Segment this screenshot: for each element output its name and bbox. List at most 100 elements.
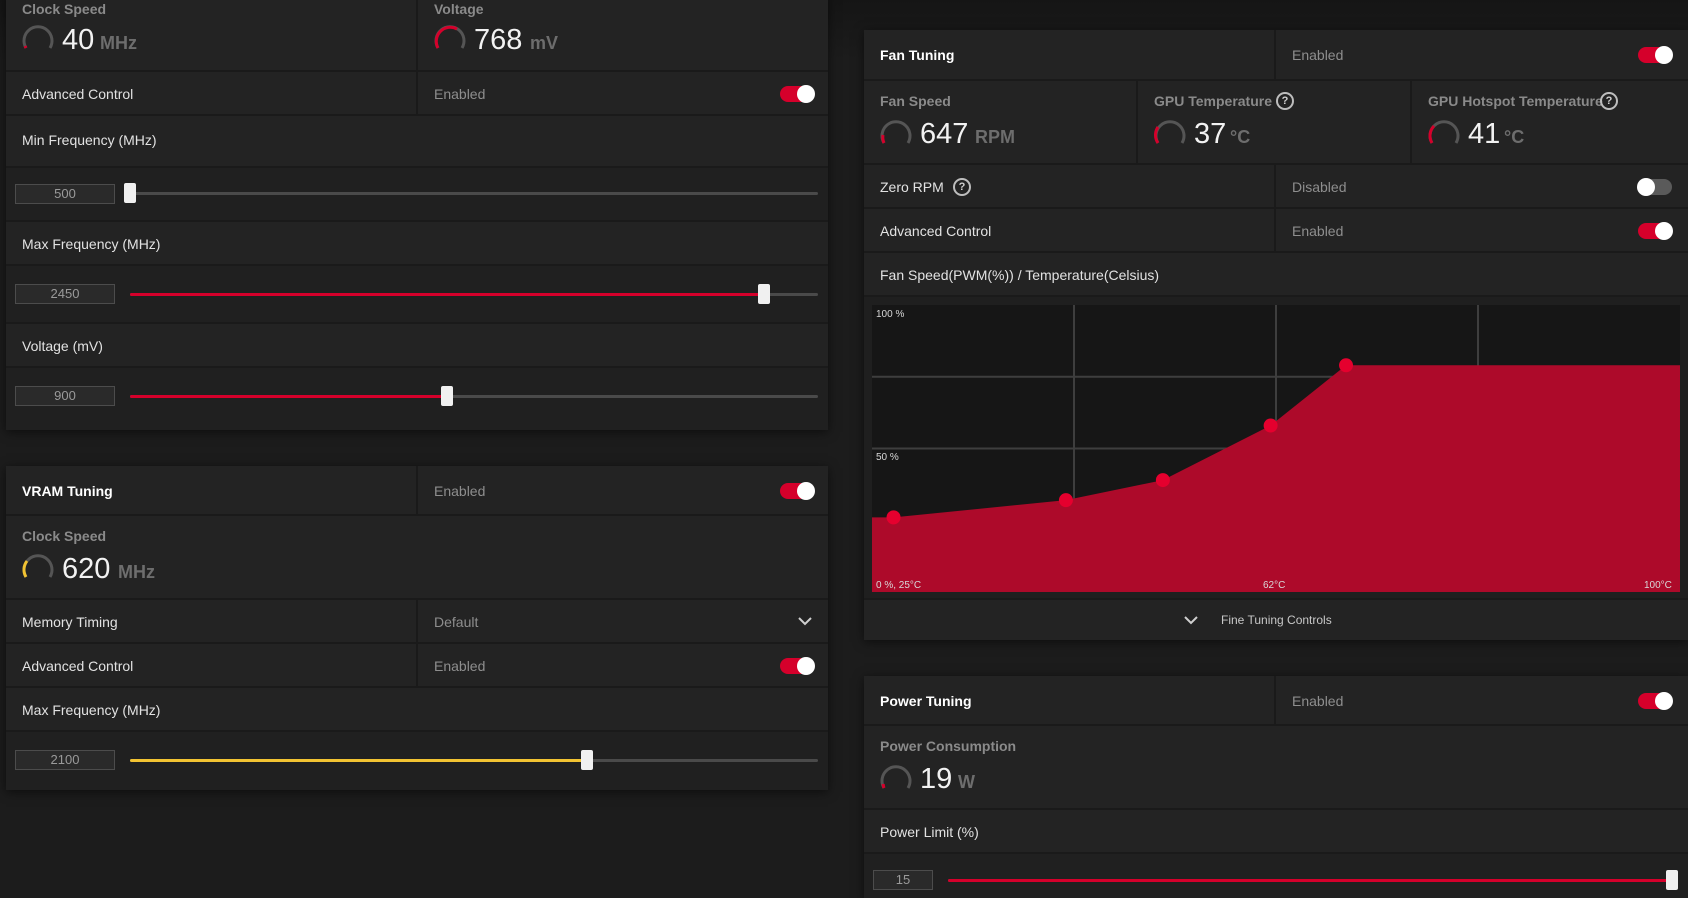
- gpu-advanced-control-state: Enabled: [434, 86, 486, 102]
- power-tuning-toggle[interactable]: [1638, 692, 1673, 710]
- power-limit-label: Power Limit (%): [880, 824, 979, 840]
- vram-tuning-state: Enabled: [434, 483, 486, 499]
- zero-rpm-toggle[interactable]: [1637, 178, 1672, 196]
- voltage-slider[interactable]: [130, 386, 818, 406]
- gpu-advanced-control-label: Advanced Control: [22, 86, 134, 102]
- voltage-input[interactable]: 900: [15, 386, 115, 406]
- help-icon[interactable]: ?: [1600, 92, 1618, 110]
- voltage-unit: mV: [530, 33, 559, 53]
- slider-thumb[interactable]: [441, 386, 454, 406]
- vram-max-frequency-input[interactable]: 2100: [15, 750, 115, 770]
- power-header-row: Power Tuning Enabled: [864, 676, 1688, 726]
- fan-tuning-title: Fan Tuning: [880, 47, 955, 63]
- fan-curve-point-1[interactable]: [886, 510, 901, 525]
- gpu-advanced-control-toggle[interactable]: [780, 85, 815, 103]
- vram-advanced-control-label: Advanced Control: [22, 658, 134, 674]
- memory-timing-dropdown[interactable]: Default: [418, 600, 828, 642]
- vram-clock-speed-value: 620: [62, 553, 111, 585]
- clock-speed-metric: Clock Speed 40 MHz: [6, 0, 416, 70]
- voltage-gauge-icon: [434, 25, 466, 49]
- hotspot-temperature-value: 41: [1468, 118, 1501, 150]
- fan-advanced-control-label: Advanced Control: [880, 223, 992, 239]
- fan-tuning-toggle[interactable]: [1638, 46, 1673, 64]
- gpu-temperature-title: GPU Temperature: [1154, 93, 1272, 109]
- power-tuning-state: Enabled: [1292, 693, 1344, 709]
- gpu-temperature-metric: GPU Temperature ? 37 °C: [1138, 81, 1410, 163]
- vram-max-frequency-slider-row: 2100: [6, 732, 828, 790]
- hotspot-temperature-gauge-icon: [1428, 120, 1460, 144]
- vram-tuning-title: VRAM Tuning: [22, 483, 113, 499]
- slider-thumb[interactable]: [757, 284, 770, 304]
- max-frequency-label: Max Frequency (MHz): [22, 236, 161, 252]
- fan-curve-point-4[interactable]: [1263, 418, 1278, 433]
- divider: [1274, 30, 1276, 79]
- fan-advanced-control-row: Advanced Control Enabled: [864, 209, 1688, 253]
- divider: [416, 600, 418, 642]
- x-axis-mid-label: 62°C: [1263, 580, 1286, 591]
- clock-speed-gauge-icon: [22, 25, 54, 49]
- vram-clock-speed-unit: MHz: [118, 562, 155, 582]
- power-limit-slider-row: 15: [864, 854, 1688, 898]
- chevron-down-icon: [1184, 616, 1198, 625]
- min-frequency-label: Min Frequency (MHz): [22, 132, 157, 148]
- fan-speed-metric: Fan Speed 647 RPM: [864, 81, 1136, 163]
- vram-tuning-toggle[interactable]: [780, 482, 815, 500]
- power-limit-label-row: Power Limit (%): [864, 810, 1688, 854]
- zero-rpm-label: Zero RPM: [880, 179, 944, 195]
- fan-metrics-row: Fan Speed 647 RPM GPU Temperature ? 37 °…: [864, 81, 1688, 165]
- vram-tuning-panel: VRAM Tuning Enabled Clock Speed 620 MHz …: [6, 466, 828, 790]
- power-limit-slider[interactable]: [948, 870, 1678, 890]
- fan-speed-value: 647: [920, 118, 969, 150]
- slider-thumb[interactable]: [1666, 870, 1678, 890]
- y-axis-top-label: 100 %: [876, 309, 905, 320]
- max-frequency-input[interactable]: 2450: [15, 284, 115, 304]
- fan-curve-point-3[interactable]: [1155, 473, 1170, 488]
- power-tuning-panel: Power Tuning Enabled Power Consumption 1…: [864, 676, 1688, 898]
- max-frequency-slider[interactable]: [130, 284, 818, 304]
- fan-advanced-control-toggle[interactable]: [1638, 222, 1673, 240]
- fan-curve-chart[interactable]: [864, 297, 1688, 600]
- gpu-metrics-row: Clock Speed 40 MHz Voltage 768 mV: [6, 0, 828, 72]
- fan-curve-point-2[interactable]: [1058, 493, 1073, 508]
- fan-curve-title-row: Fan Speed(PWM(%)) / Temperature(Celsius): [864, 253, 1688, 297]
- zero-rpm-state: Disabled: [1292, 179, 1347, 195]
- voltage-label-row: Voltage (mV): [6, 324, 828, 368]
- divider: [1274, 676, 1276, 724]
- slider-thumb[interactable]: [580, 750, 593, 770]
- divider: [1274, 209, 1276, 251]
- x-axis-max-label: 100°C: [1644, 580, 1672, 591]
- max-frequency-slider-row: 2450: [6, 266, 828, 324]
- gpu-advanced-control-row: Advanced Control Enabled: [6, 72, 828, 116]
- gpu-temperature-value: 37: [1194, 118, 1227, 150]
- clock-speed-value: 40: [62, 24, 95, 56]
- fan-curve-chart-row: 100 % 50 % 0 %, 25°C 62°C 100°C: [864, 297, 1688, 600]
- fan-curve-point-5[interactable]: [1339, 358, 1354, 373]
- min-frequency-input[interactable]: 500: [15, 184, 115, 204]
- memory-timing-label: Memory Timing: [22, 614, 118, 630]
- power-limit-input[interactable]: 15: [873, 870, 933, 890]
- vram-advanced-control-row: Advanced Control Enabled: [6, 644, 828, 688]
- power-consumption-gauge-icon: [880, 765, 912, 789]
- power-consumption-unit: W: [958, 772, 975, 792]
- divider: [416, 72, 418, 114]
- vram-advanced-control-toggle[interactable]: [780, 657, 815, 675]
- voltage-metric: Voltage 768 mV: [418, 0, 828, 70]
- fine-tuning-controls-label[interactable]: Fine Tuning Controls: [1221, 613, 1332, 627]
- fine-tuning-row[interactable]: Fine Tuning Controls: [864, 600, 1688, 640]
- divider: [416, 0, 418, 70]
- fan-speed-gauge-icon: [880, 120, 912, 144]
- min-frequency-slider[interactable]: [124, 183, 818, 203]
- gpu-temperature-unit: °C: [1230, 127, 1251, 147]
- vram-max-frequency-label-row: Max Frequency (MHz): [6, 688, 828, 732]
- help-icon[interactable]: ?: [953, 178, 971, 196]
- slider-thumb[interactable]: [124, 183, 136, 203]
- fan-curve-title: Fan Speed(PWM(%)) / Temperature(Celsius): [880, 267, 1160, 283]
- divider: [1410, 81, 1412, 163]
- power-tuning-title: Power Tuning: [880, 693, 972, 709]
- help-icon[interactable]: ?: [1276, 92, 1294, 110]
- voltage-title: Voltage: [434, 1, 484, 17]
- voltage-control-label: Voltage (mV): [22, 338, 103, 354]
- vram-header-row: VRAM Tuning Enabled: [6, 466, 828, 516]
- voltage-value: 768: [474, 24, 523, 56]
- vram-max-frequency-slider[interactable]: [130, 750, 818, 770]
